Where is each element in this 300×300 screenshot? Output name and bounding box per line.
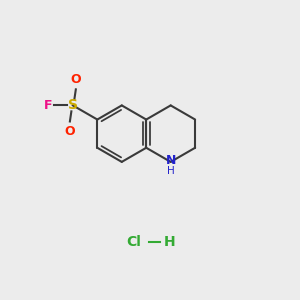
Text: Cl: Cl xyxy=(126,235,141,249)
Text: S: S xyxy=(68,98,78,112)
Text: H: H xyxy=(167,167,175,176)
Text: F: F xyxy=(44,99,52,112)
Text: N: N xyxy=(166,154,176,167)
Text: O: O xyxy=(70,73,81,86)
Text: H: H xyxy=(164,235,175,249)
Text: O: O xyxy=(64,125,75,138)
